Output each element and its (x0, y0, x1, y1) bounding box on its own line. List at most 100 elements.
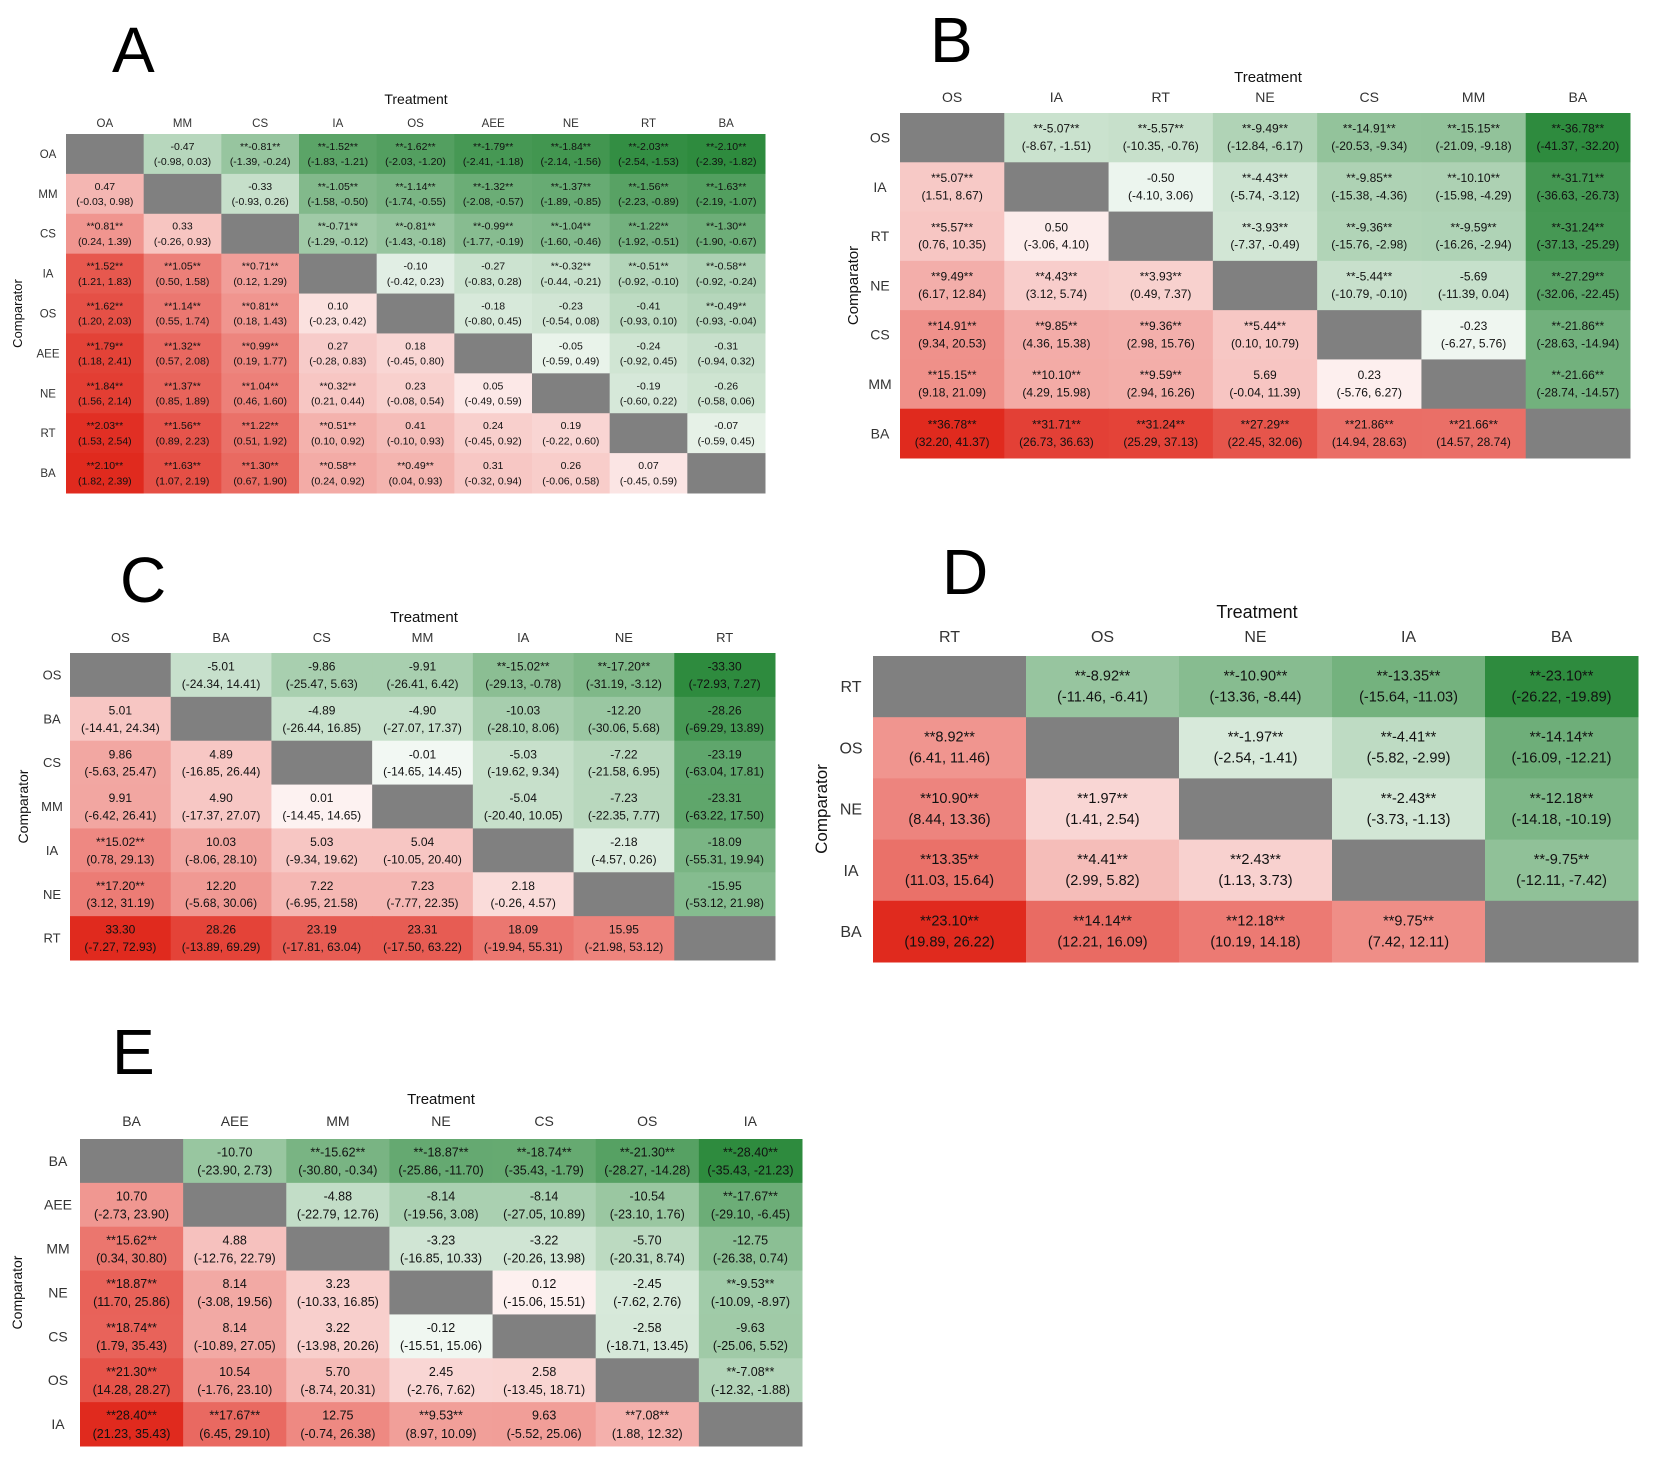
comparator-axis-title-a: Comparator (10, 279, 25, 348)
heatmap-cell-e (492, 1226, 597, 1272)
cell-estimate-e: -10.54 (630, 1189, 665, 1203)
heatmap-cell-c (70, 916, 172, 961)
cell-estimate-c: 5.01 (109, 703, 133, 717)
heatmap-cell-c (271, 653, 373, 698)
cell-ci-e: (-35.43, -21.23) (707, 1164, 793, 1178)
cell-estimate-d: **9.75** (1383, 913, 1434, 929)
heatmap-cell-c (573, 696, 675, 742)
cell-ci-c: (-72.93, 7.27) (689, 677, 761, 691)
cell-ci-a: (-1.74, -0.55) (385, 196, 446, 208)
cell-estimate-c: 15.95 (609, 923, 639, 937)
heatmap-cell-e (183, 1139, 287, 1184)
cell-estimate-c: -4.89 (308, 703, 336, 717)
cell-ci-e: (-15.06, 15.51) (503, 1295, 585, 1309)
heatmap-cell-c (70, 740, 172, 786)
heatmap-cell-a (687, 134, 766, 175)
heatmap-cell-e (698, 1314, 803, 1359)
cell-estimate-e: -2.58 (633, 1321, 662, 1335)
cell-ci-d: (19.89, 26.22) (904, 934, 994, 950)
heatmap-cell-a (221, 173, 300, 215)
cell-estimate-a: **0.51** (319, 420, 356, 432)
row-label-c: BA (43, 711, 61, 726)
cell-estimate-e: **-7.08** (726, 1365, 774, 1379)
cell-estimate-a: **1.63** (164, 460, 201, 472)
heatmap-cell-a (532, 293, 611, 334)
heatmap-cell-b (1108, 359, 1214, 410)
cell-estimate-b: **-21.86** (1551, 319, 1604, 333)
cell-ci-c: (-13.89, 69.29) (182, 940, 261, 954)
column-label-a: BA (718, 118, 734, 130)
row-label-e: CS (48, 1328, 67, 1344)
cell-estimate-b: **-27.29** (1551, 270, 1604, 284)
cell-estimate-e: -2.45 (633, 1277, 662, 1291)
cell-estimate-a: **-1.22** (628, 221, 668, 233)
cell-ci-a: (-0.92, -0.24) (696, 276, 757, 288)
cell-ci-e: (-25.06, 5.52) (713, 1339, 788, 1353)
cell-estimate-d: **-4.41** (1381, 730, 1437, 746)
column-label-c: NE (615, 630, 633, 645)
cell-estimate-e: 10.70 (116, 1189, 147, 1203)
heatmap-cell-a (609, 253, 688, 295)
cell-ci-e: (1.88, 12.32) (612, 1427, 683, 1441)
cell-ci-a: (0.10, 0.92) (311, 435, 365, 447)
cell-ci-a: (-0.10, 0.93) (387, 435, 444, 447)
column-label-d: RT (939, 629, 960, 646)
cell-ci-d: (-3.73, -1.13) (1367, 812, 1451, 828)
cell-ci-b: (-28.63, -14.94) (1536, 336, 1619, 350)
cell-estimate-d: **-13.35** (1377, 668, 1441, 684)
diagonal-cell-c (271, 740, 373, 786)
cell-estimate-b: **9.36** (1140, 319, 1182, 333)
cell-estimate-b: **-31.71** (1551, 171, 1604, 185)
heatmap-cell-c (674, 828, 776, 873)
cell-estimate-a: **-1.30** (706, 221, 746, 233)
cell-ci-e: (-27.05, 10.89) (503, 1208, 585, 1222)
cell-ci-d: (-16.09, -12.21) (1512, 751, 1612, 767)
cell-ci-c: (-19.94, 55.31) (484, 940, 563, 954)
cell-estimate-c: 23.19 (307, 923, 337, 937)
cell-ci-d: (7.42, 12.11) (1368, 934, 1449, 950)
cell-estimate-b: **21.86** (1345, 417, 1394, 431)
cell-estimate-c: **17.20** (96, 879, 145, 893)
heatmap-cell-a (532, 333, 611, 374)
heatmap-cell-e (183, 1402, 287, 1447)
heatmap-cell-a (532, 253, 611, 295)
heatmap-cell-c (170, 740, 272, 786)
cell-estimate-c: 10.03 (206, 835, 236, 849)
cell-estimate-d: **-8.92** (1075, 668, 1131, 684)
diagonal-cell-a (687, 453, 766, 494)
cell-ci-e: (-1.76, 23.10) (197, 1383, 272, 1397)
cell-ci-a: (0.89, 2.23) (156, 435, 210, 447)
cell-ci-a: (1.21, 1.83) (78, 276, 132, 288)
cell-ci-a: (0.67, 1.90) (233, 475, 287, 487)
cell-estimate-a: -0.33 (248, 181, 272, 193)
cell-ci-b: (-10.35, -0.76) (1123, 139, 1199, 153)
cell-ci-b: (-41.37, -32.20) (1536, 139, 1619, 153)
cell-estimate-b: 0.23 (1358, 368, 1382, 382)
column-label-a: AEE (482, 118, 505, 130)
diagonal-cell-b (1108, 211, 1214, 262)
cell-ci-e: (-13.98, 20.26) (297, 1339, 379, 1353)
cell-estimate-a: -0.31 (714, 340, 738, 352)
heatmap-cell-b (1317, 162, 1422, 213)
cell-estimate-a: -0.47 (171, 141, 195, 153)
cell-estimate-b: -5.69 (1460, 270, 1488, 284)
heatmap-cell-a (376, 453, 455, 494)
heatmap-cell-b (1108, 260, 1214, 311)
cell-estimate-a: **0.99** (242, 340, 279, 352)
heatmap-cell-a (66, 453, 145, 494)
heatmap-cell-a (687, 333, 766, 374)
cell-ci-e: (-19.56, 3.08) (403, 1208, 478, 1222)
cell-ci-e: (-10.89, 27.05) (194, 1339, 276, 1353)
cell-estimate-b: **-14.91** (1343, 122, 1396, 136)
cell-estimate-a: **-2.03** (628, 141, 668, 153)
row-label-b: NE (870, 277, 889, 293)
heatmap-cell-b (1421, 113, 1527, 163)
cell-estimate-c: -23.19 (708, 747, 742, 761)
heatmap-cell-a (454, 213, 533, 255)
cell-estimate-a: **-0.71** (318, 221, 358, 233)
cell-estimate-d: **8.92** (924, 730, 975, 746)
heatmap-cell-e (389, 1226, 494, 1272)
cell-ci-c: (-5.63, 25.47) (84, 765, 156, 779)
row-label-b: RT (871, 228, 890, 244)
cell-estimate-c: -9.86 (308, 660, 336, 674)
